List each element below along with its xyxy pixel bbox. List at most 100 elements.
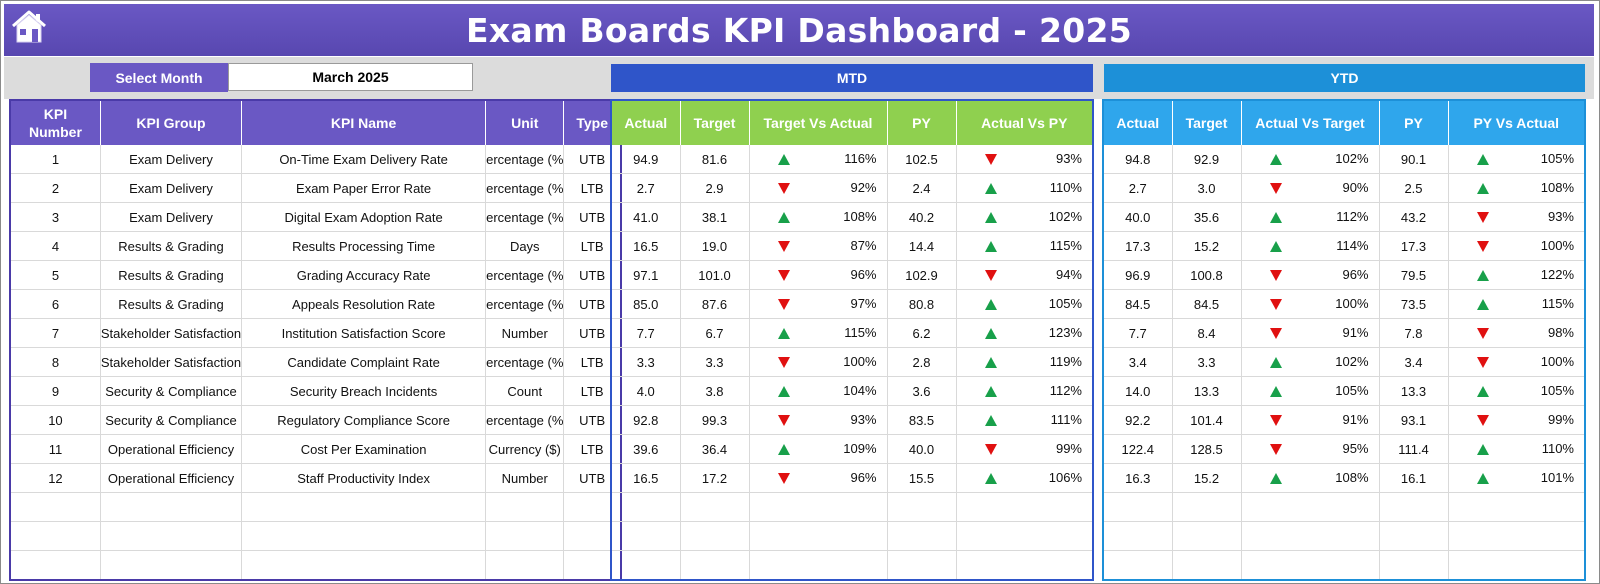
- table-row: 2.7 3.0 90% 2.5 108%: [1103, 173, 1586, 203]
- ytd-actual-cell: 17.3: [1103, 231, 1173, 261]
- mtd-py-cell: 40.0: [887, 434, 957, 464]
- mtd-actual-vs-py-cell: 99%: [956, 434, 1094, 464]
- kpi-name-cell: Staff Productivity Index: [241, 463, 487, 493]
- ytd-actual-cell: 92.2: [1103, 405, 1173, 435]
- empty-cell: [680, 492, 750, 522]
- empty-cell: [887, 550, 957, 581]
- kpi-group-cell: Security & Compliance: [100, 405, 243, 435]
- up-arrow-icon: [984, 328, 997, 339]
- mtd-target-cell: 36.4: [680, 434, 750, 464]
- mtd-section-header: MTD: [611, 64, 1093, 92]
- kpi-number-cell: 9: [10, 376, 101, 406]
- ytd-py-cell: 16.1: [1379, 463, 1449, 493]
- table-row: 94.9 81.6 116% 102.5 93%: [611, 145, 1094, 174]
- ytd-target-cell: 15.2: [1172, 463, 1242, 493]
- table-row: 14.0 13.3 105% 13.3 105%: [1103, 376, 1586, 406]
- ytd-actual-vs-target-cell: 108%: [1241, 463, 1380, 493]
- down-arrow-icon: [1476, 212, 1489, 223]
- mtd-target-cell: 3.3: [680, 347, 750, 377]
- empty-row: [1103, 550, 1586, 581]
- kpi-group-cell: Stakeholder Satisfaction: [100, 347, 243, 377]
- ytd-py-vs-actual-cell-value: 108%: [1540, 180, 1574, 195]
- kpi-number-cell: 12: [10, 463, 101, 493]
- empty-cell: [680, 550, 750, 581]
- empty-row: [1103, 492, 1586, 522]
- mtd-target-vs-actual-cell-value: 87%: [850, 238, 877, 253]
- ytd-py-vs-actual-cell: 122%: [1448, 260, 1586, 290]
- ytd-py-cell: 7.8: [1379, 318, 1449, 348]
- kpi-name-cell: Security Breach Incidents: [241, 376, 487, 406]
- home-icon[interactable]: [9, 7, 49, 47]
- table-row: 92.8 99.3 93% 83.5 111%: [611, 405, 1094, 435]
- month-dropdown[interactable]: March 2025: [228, 63, 473, 91]
- mtd-actual-vs-py-cell-value: 94%: [1055, 267, 1082, 282]
- ytd-target-cell: 3.3: [1172, 347, 1242, 377]
- ytd-col-py: PY: [1379, 100, 1449, 145]
- ytd-table: Actual Target Actual Vs Target PY PY Vs …: [1102, 99, 1586, 581]
- empty-cell: [749, 550, 888, 581]
- mtd-py-cell: 2.8: [887, 347, 957, 377]
- table-row: 1 Exam Delivery On-Time Exam Delivery Rate…: [10, 145, 622, 174]
- down-arrow-icon: [984, 444, 997, 455]
- down-arrow-icon: [1476, 241, 1489, 252]
- down-arrow-icon: [1269, 328, 1282, 339]
- ytd-target-cell: 15.2: [1172, 231, 1242, 261]
- table-row: 2.7 2.9 92% 2.4 110%: [611, 173, 1094, 203]
- ytd-actual-vs-target-cell-value: 102%: [1335, 354, 1369, 369]
- mtd-actual-vs-py-cell-value: 105%: [1048, 296, 1082, 311]
- empty-cell: [241, 492, 487, 522]
- ytd-section-header: YTD: [1104, 64, 1585, 92]
- col-kpi-group: KPI Group: [100, 100, 243, 145]
- ytd-py-cell: 73.5: [1379, 289, 1449, 319]
- kpi-name-cell: Candidate Complaint Rate: [241, 347, 487, 377]
- ytd-py-cell: 90.1: [1379, 145, 1449, 174]
- ytd-py-vs-actual-cell-value: 110%: [1541, 441, 1574, 456]
- ytd-target-cell: 13.3: [1172, 376, 1242, 406]
- kpi-number-cell: 7: [10, 318, 101, 348]
- kpi-group-cell: Operational Efficiency: [100, 434, 243, 464]
- mtd-actual-vs-py-cell-value: 119%: [1049, 354, 1082, 369]
- up-arrow-icon: [984, 415, 997, 426]
- empty-cell: [611, 550, 681, 581]
- ytd-py-vs-actual-cell: 105%: [1448, 145, 1586, 174]
- ytd-py-vs-actual-cell: 115%: [1448, 289, 1586, 319]
- kpi-number-cell: 6: [10, 289, 101, 319]
- ytd-actual-vs-target-cell: 102%: [1241, 145, 1380, 174]
- ytd-target-cell: 84.5: [1172, 289, 1242, 319]
- up-arrow-icon: [1269, 386, 1282, 397]
- col-unit: Unit: [485, 100, 565, 145]
- table-row: 41.0 38.1 108% 40.2 102%: [611, 202, 1094, 232]
- mtd-target-cell: 87.6: [680, 289, 750, 319]
- empty-row: [10, 521, 622, 551]
- table-row: 40.0 35.6 112% 43.2 93%: [1103, 202, 1586, 232]
- empty-cell: [1379, 521, 1449, 551]
- ytd-actual-vs-target-cell-value: 95%: [1342, 441, 1369, 456]
- kpi-name-cell: On-Time Exam Delivery Rate: [241, 145, 487, 174]
- table-row: 96.9 100.8 96% 79.5 122%: [1103, 260, 1586, 290]
- mtd-col-actual-vs-py: Actual Vs PY: [956, 100, 1093, 145]
- ytd-actual-cell: 2.7: [1103, 173, 1173, 203]
- ytd-actual-vs-target-cell: 91%: [1241, 405, 1380, 435]
- ytd-actual-vs-target-cell: 96%: [1241, 260, 1380, 290]
- empty-cell: [485, 521, 565, 551]
- mtd-py-cell: 102.5: [887, 145, 957, 174]
- up-arrow-icon: [1269, 154, 1282, 165]
- ytd-actual-vs-target-cell-value: 91%: [1342, 325, 1369, 340]
- mtd-target-vs-actual-cell: 100%: [749, 347, 888, 377]
- empty-row: [1103, 521, 1586, 551]
- ytd-py-cell: 111.4: [1379, 434, 1449, 464]
- mtd-target-vs-actual-cell-value: 92%: [850, 180, 877, 195]
- ytd-actual-vs-target-cell: 100%: [1241, 289, 1380, 319]
- table-row: 10 Security & Compliance Regulatory Compli…: [10, 405, 622, 435]
- ytd-actual-vs-target-cell-value: 91%: [1342, 412, 1369, 427]
- mtd-py-cell: 15.5: [887, 463, 957, 493]
- ytd-target-cell: 100.8: [1172, 260, 1242, 290]
- kpi-number-cell: 11: [10, 434, 101, 464]
- mtd-actual-cell: 41.0: [611, 202, 681, 232]
- mtd-target-vs-actual-cell-value: 104%: [843, 383, 877, 398]
- mtd-actual-cell: 16.5: [611, 463, 681, 493]
- mtd-py-cell: 40.2: [887, 202, 957, 232]
- kpi-number-cell: 2: [10, 173, 101, 203]
- unit-cell: ercentage (%: [485, 260, 565, 290]
- empty-cell: [887, 492, 957, 522]
